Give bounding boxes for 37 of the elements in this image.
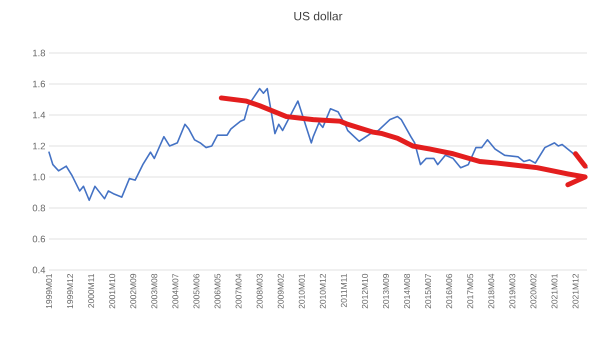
y-tick-label: 1.0 [33,174,46,180]
x-tick-label: 2018M04 [488,274,494,308]
x-tick-label: 2004M07 [172,274,178,308]
x-tick-label: 2017M05 [467,274,474,308]
x-tick-label: 2014M08 [404,274,410,308]
x-tick-label: 2003M08 [151,274,158,308]
y-tick-label: 1.2 [33,142,46,150]
y-tick-label: 0.6 [32,236,46,242]
x-tick-label: 2005M06 [193,274,200,308]
line-series [48,88,588,202]
x-tick-label: 2007M04 [236,274,242,308]
x-tick-label: 2012M10 [362,274,368,308]
x-tick-label: 2020M02 [530,274,536,308]
x-tick-label: 2002M09 [130,274,136,308]
x-tick-label: 2013M09 [382,274,389,308]
x-tick-label: 2000M11 [88,274,94,308]
x-tick-label: 2021M12 [572,274,579,308]
x-tick-label: 1999M01 [46,274,52,308]
x-tick-label: 1999M12 [67,274,74,308]
x-tick-label: 2021M01 [551,274,558,308]
x-tick-label: 2008M03 [256,274,263,308]
y-tick-label: 1.4 [33,112,46,118]
x-tick-label: 2016M06 [446,274,452,308]
x-tick-label: 2009M02 [278,274,284,308]
y-tick-label: 1.6 [33,80,46,88]
x-tick-label: 2011M11 [340,274,347,308]
y-tick-label: 0.4 [32,266,46,274]
x-tick-label: 2010M12 [320,274,326,308]
x-tick-label: 2019M03 [509,274,516,308]
line-series [218,95,588,188]
y-tick-label: 1.8 [33,50,46,56]
x-tick-label: 2015M07 [425,274,432,308]
x-tick-label: 2010M01 [298,274,305,308]
x-tick-label: 2006M05 [214,274,220,308]
x-tick-label: 2001M10 [109,274,116,308]
chart-title: US dollar [294,12,342,20]
y-tick-label: 0.8 [32,204,46,212]
